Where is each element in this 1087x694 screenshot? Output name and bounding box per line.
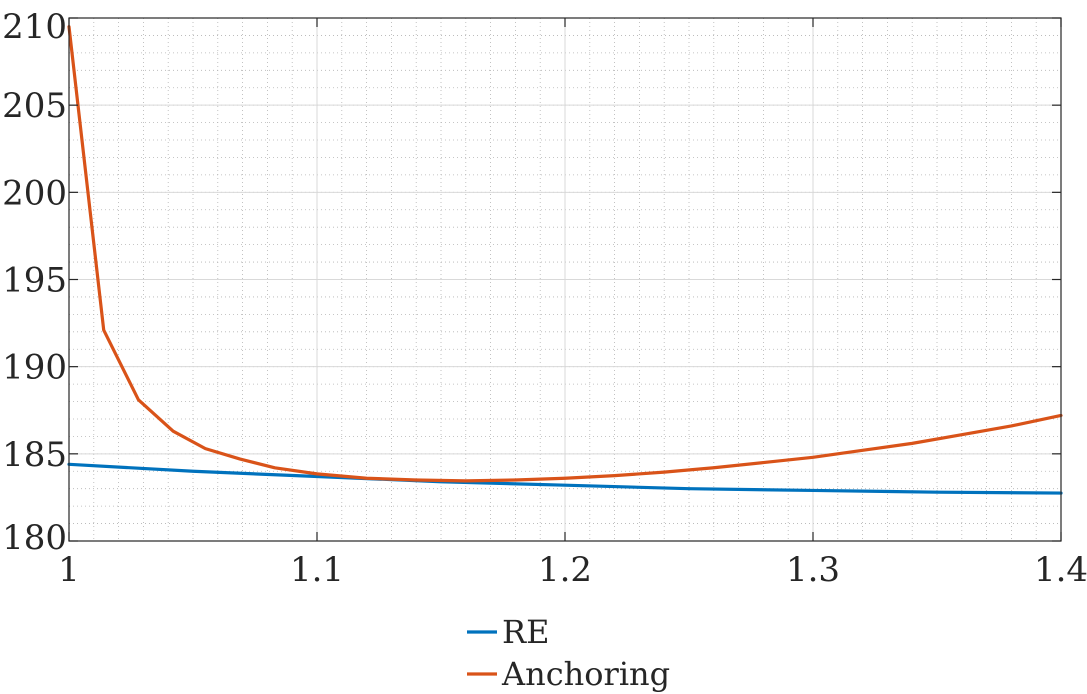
y-tick-label: 185 [2, 435, 67, 475]
legend: RE Anchoring [467, 613, 670, 693]
series-line-anchoring [67, 25, 1063, 483]
y-tick-label: 205 [2, 86, 67, 126]
y-tick-label: 195 [2, 261, 67, 301]
x-tick-label: 1.2 [538, 550, 592, 590]
y-tick-labels: 180 185 190 195 200 205 210 [2, 7, 67, 558]
x-tick-label: 1.4 [1034, 550, 1087, 590]
y-tick-label: 180 [2, 518, 67, 558]
x-tick-labels: 1 1.1 1.2 1.3 1.4 [58, 550, 1087, 590]
series-layer [67, 25, 1063, 495]
y-tick-label: 190 [2, 348, 67, 388]
x-tick-label: 1.3 [786, 550, 840, 590]
y-tick-label: 200 [2, 173, 67, 213]
series-line-re [67, 462, 1063, 495]
x-tick-label: 1.1 [290, 550, 344, 590]
legend-label: RE [502, 613, 549, 651]
legend-label: Anchoring [501, 655, 670, 693]
y-tick-label: 210 [2, 7, 67, 47]
axis-ticks [68, 17, 1062, 542]
x-tick-label: 1 [58, 550, 80, 590]
